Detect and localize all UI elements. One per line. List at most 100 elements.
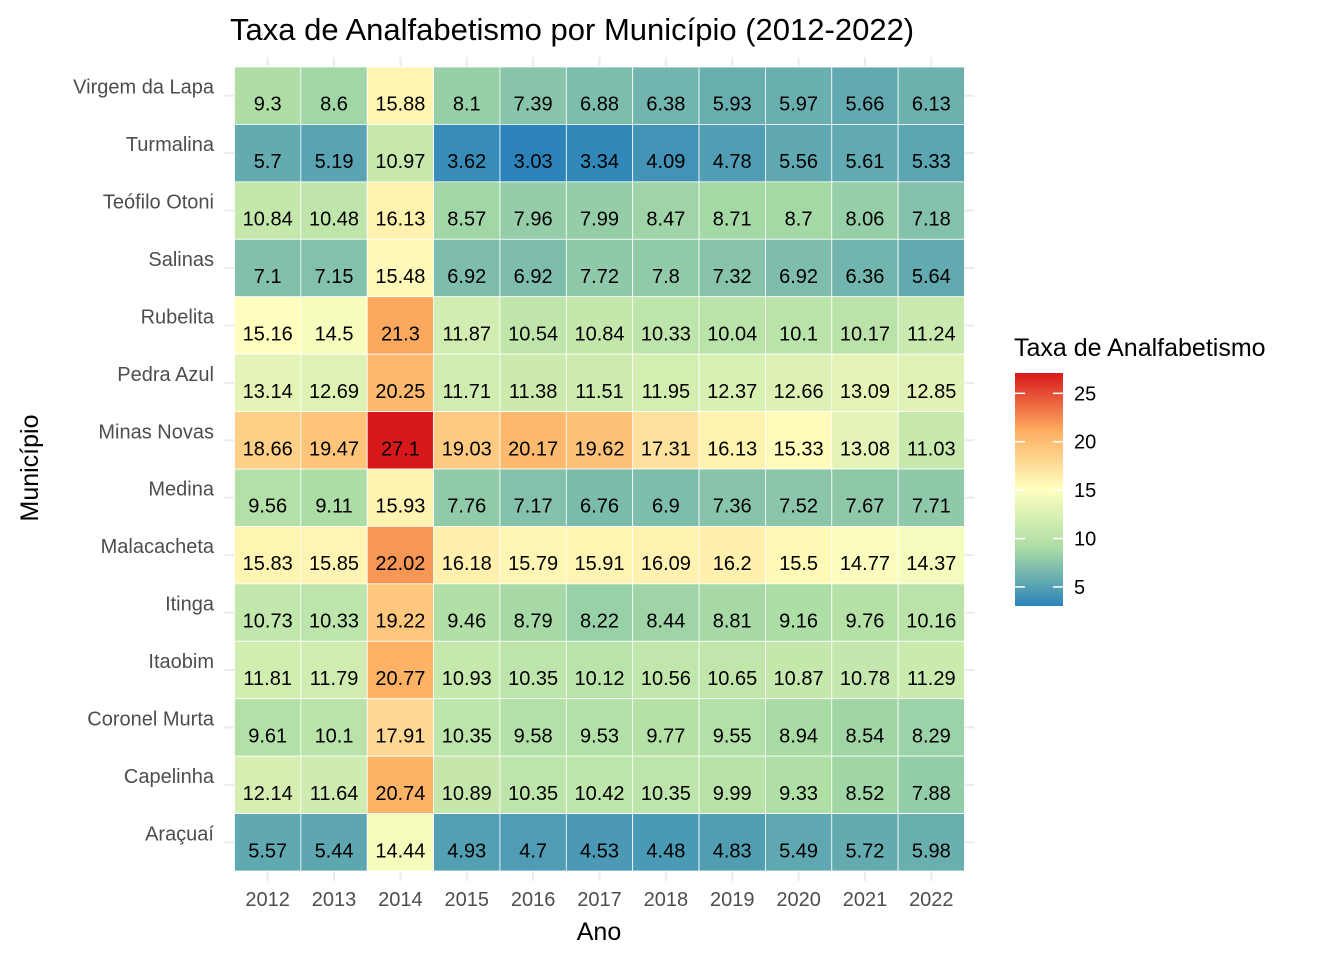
cell-value-label: 3.62	[447, 151, 486, 173]
cell-value-label: 9.56	[248, 496, 287, 518]
heatmap-cell	[698, 526, 766, 585]
heatmap-cell	[698, 238, 766, 298]
cell-value-label: 4.83	[713, 840, 752, 862]
heatmap-cell	[234, 181, 302, 240]
heatmap-cell	[366, 755, 434, 814]
cell-value-label: 15.5	[779, 553, 818, 575]
x-tick-label: 2012	[245, 889, 290, 911]
cell-value-label: 17.91	[375, 725, 425, 747]
x-tick-label: 2021	[843, 889, 888, 911]
heatmap-cell	[897, 411, 965, 470]
cell-value-label: 9.46	[447, 611, 486, 633]
heatmap-cell	[565, 124, 634, 183]
heatmap-cell	[831, 353, 899, 412]
cell-value-label: 7.88	[912, 783, 951, 805]
heatmap-cell	[831, 181, 899, 240]
heatmap-cell	[300, 238, 368, 298]
cell-value-label: 9.61	[248, 725, 287, 747]
heatmap-cell	[433, 755, 501, 814]
heatmap-cell	[234, 813, 302, 872]
heatmap-cell	[698, 640, 766, 700]
cell-value-label: 7.1	[254, 266, 282, 288]
heatmap-cell	[897, 296, 965, 355]
y-tick-label: Araçuaí	[145, 823, 214, 845]
cell-value-label: 10.35	[508, 783, 558, 805]
cell-value-label: 12.69	[309, 381, 359, 403]
legend-tick-label: 15	[1074, 480, 1096, 502]
heatmap-cell	[300, 755, 368, 814]
cell-value-label: 10.89	[442, 783, 492, 805]
cell-value-label: 6.13	[912, 94, 951, 116]
heatmap-cell	[831, 296, 899, 355]
cell-value-label: 11.95	[642, 381, 691, 403]
cell-value-label: 8.52	[845, 783, 884, 805]
x-axis-title: Ano	[577, 918, 621, 946]
heatmap-cell	[698, 411, 766, 470]
cell-value-label: 13.09	[840, 381, 890, 403]
heatmap-cell	[234, 238, 302, 298]
heatmap-cell	[433, 583, 501, 642]
heatmap-cell	[234, 411, 302, 470]
cell-value-label: 5.7	[254, 151, 282, 173]
heatmap-cell	[565, 813, 634, 872]
cell-value-label: 7.71	[912, 496, 951, 518]
cell-value-label: 15.83	[243, 553, 293, 575]
heatmap-cell	[499, 353, 567, 412]
x-tick-label: 2016	[511, 889, 556, 911]
heatmap-cell	[234, 468, 302, 527]
cell-value-label: 20.17	[508, 438, 558, 460]
heatmap-cell	[698, 296, 766, 355]
heatmap-cell	[897, 124, 965, 183]
y-tick-label: Capelinha	[124, 766, 215, 788]
cell-value-label: 11.29	[907, 668, 956, 690]
cell-value-label: 20.25	[375, 381, 425, 403]
heatmap-cell	[831, 526, 899, 585]
cell-value-label: 19.47	[309, 438, 359, 460]
cell-value-label: 10.56	[641, 668, 691, 690]
x-tick-label: 2017	[577, 889, 622, 911]
heatmap-cell	[632, 583, 700, 642]
heatmap-cell	[366, 468, 434, 527]
heatmap-cell	[366, 813, 434, 872]
legend-tick-label: 25	[1074, 383, 1096, 405]
cell-value-label: 10.17	[840, 323, 890, 345]
heatmap-cell	[433, 813, 501, 872]
cell-value-label: 15.79	[508, 553, 558, 575]
cell-value-label: 18.66	[243, 438, 293, 460]
cell-value-label: 3.34	[580, 151, 619, 173]
cell-value-label: 6.92	[514, 266, 553, 288]
legend-tick-label: 20	[1074, 432, 1096, 454]
heatmap-cell	[565, 411, 634, 470]
heatmap-cell	[632, 468, 700, 527]
cell-value-label: 7.32	[713, 266, 752, 288]
y-tick-label: Turmalina	[126, 134, 215, 156]
cell-value-label: 4.7	[519, 840, 547, 862]
cell-value-label: 8.94	[779, 725, 818, 747]
heatmap-cell	[897, 640, 965, 700]
heatmap-cell	[234, 353, 302, 412]
cell-value-label: 15.33	[774, 438, 824, 460]
cell-value-label: 16.2	[713, 553, 752, 575]
y-tick-label: Rubelita	[141, 306, 215, 328]
cell-value-label: 12.14	[243, 783, 293, 805]
cell-value-label: 15.16	[243, 323, 293, 345]
heatmap-cell	[300, 181, 368, 240]
heatmap-cell	[632, 526, 700, 585]
cell-value-label: 10.42	[574, 783, 624, 805]
heatmap-cell	[234, 640, 302, 700]
cell-value-label: 7.17	[514, 496, 553, 518]
heatmap-cell	[632, 181, 700, 240]
cell-value-label: 10.54	[508, 323, 558, 345]
x-axis-ticks: 2012 2013 2014 2015 2016 2017 2018 2019 2020 2021…	[245, 889, 953, 911]
cell-value-label: 22.02	[375, 553, 425, 575]
y-tick-label: Itinga	[165, 594, 215, 616]
cell-value-label: 15.91	[574, 553, 624, 575]
heatmap-cell	[897, 468, 965, 527]
heatmap-cell	[698, 698, 766, 757]
heatmap-cell	[565, 238, 634, 298]
cell-value-label: 19.62	[574, 438, 624, 460]
cell-value-label: 16.09	[641, 553, 691, 575]
cell-value-label: 10.97	[375, 151, 425, 173]
cell-value-label: 12.37	[707, 381, 757, 403]
cell-value-label: 14.44	[375, 840, 425, 862]
